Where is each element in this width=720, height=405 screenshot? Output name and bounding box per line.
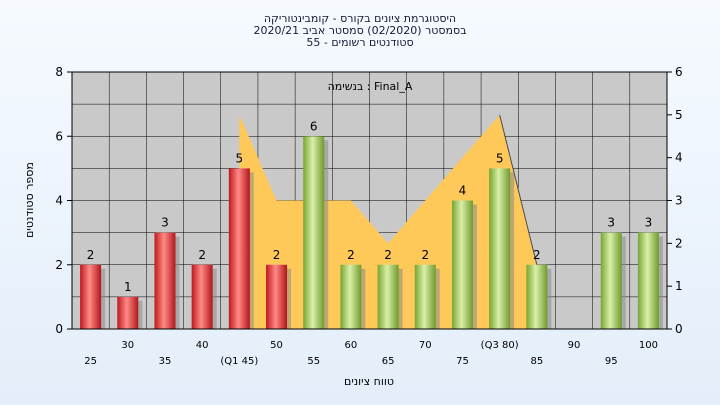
y2-tick-label: 5 — [675, 108, 683, 122]
x-tick-label: 50 — [270, 340, 283, 351]
x-tick-label: 35 — [159, 356, 172, 367]
bar — [340, 264, 362, 329]
data-label: 2 — [87, 248, 95, 262]
y2-tick-label: 6 — [675, 65, 683, 79]
data-label: 4 — [459, 184, 467, 198]
data-label: 1 — [124, 280, 132, 294]
x-tick-label: 90 — [568, 340, 581, 351]
area-tail-line — [499, 114, 538, 265]
bar — [489, 168, 511, 329]
x-tick-label: 30 — [121, 340, 134, 351]
bar — [637, 232, 659, 329]
chart-title: היסטוגרמת ציונים בקורס - קומבינטוריקה בס… — [253, 12, 466, 49]
data-label: 5 — [236, 151, 244, 165]
bar — [377, 264, 399, 329]
x-tick-label: 60 — [345, 340, 358, 351]
title-line-3: סטודנטים רשומים - 55 — [306, 36, 413, 49]
data-label: 3 — [645, 216, 653, 230]
bar — [191, 264, 213, 329]
data-label: 3 — [607, 216, 615, 230]
bar — [600, 232, 622, 329]
y2-tick-label: 3 — [675, 194, 683, 208]
y-tick-label: 8 — [55, 65, 63, 79]
y2-tick-label: 4 — [675, 151, 683, 165]
bar — [526, 264, 548, 329]
bars — [80, 136, 663, 329]
data-label: 5 — [496, 151, 504, 165]
x-tick-label: 70 — [419, 340, 432, 351]
bar — [228, 168, 250, 329]
y-tick-label: 4 — [55, 194, 63, 208]
bar — [414, 264, 436, 329]
y-tick-label: 0 — [55, 322, 63, 336]
x-tick-label: 95 — [605, 356, 618, 367]
x-tick-label: 55 — [307, 356, 320, 367]
bar — [80, 264, 102, 329]
y-axis-ticks: 0 2 4 6 8 — [55, 65, 72, 336]
series-annotation: בנשימה : Final_A — [328, 80, 413, 93]
bar — [117, 296, 139, 329]
x-tick-label: 85 — [530, 356, 543, 367]
y2-tick-label: 1 — [675, 279, 683, 293]
title-line-2: בסמסטר (02/2020) סמסטר אביב 2020/21 — [253, 24, 466, 37]
data-labels: 2 1 3 2 5 2 6 2 2 2 4 5 2 3 3 — [87, 119, 652, 294]
data-label: 2 — [421, 248, 429, 262]
data-label: 2 — [533, 248, 541, 262]
bar — [303, 136, 325, 329]
y-axis-label: מספר סטודנטים — [23, 162, 36, 238]
data-label: 2 — [384, 248, 392, 262]
y2-tick-label: 2 — [675, 236, 683, 250]
bar — [451, 200, 473, 329]
x-tick-label: 65 — [382, 356, 395, 367]
x-tick-label: 100 — [639, 340, 658, 351]
data-label: 2 — [273, 248, 281, 262]
x-axis-label: טווח ציונים — [344, 375, 394, 388]
data-label: 2 — [198, 248, 206, 262]
x-axis-ticks: 25 30 35 40 (Q1 45) 50 55 60 65 70 75 (Q3 80) 85 90 95… — [84, 340, 658, 367]
y2-tick-label: 0 — [675, 322, 683, 336]
data-label: 2 — [347, 248, 355, 262]
plot-frame — [71, 71, 668, 330]
x-tick-label: (Q1 45) — [220, 356, 258, 367]
x-tick-label: (Q3 80) — [481, 340, 519, 351]
bar — [154, 232, 176, 329]
x-tick-label: 75 — [456, 356, 469, 367]
x-tick-label: 25 — [84, 356, 97, 367]
y-tick-label: 6 — [55, 129, 63, 143]
title-line-1: היסטוגרמת ציונים בקורס - קומבינטוריקה — [264, 12, 456, 25]
data-label: 6 — [310, 119, 318, 133]
y2-axis-ticks: 0 1 2 3 4 5 6 — [667, 65, 683, 336]
x-tick-label: 40 — [196, 340, 209, 351]
bar — [266, 264, 288, 329]
data-label: 3 — [161, 216, 169, 230]
y-tick-label: 2 — [55, 258, 63, 272]
